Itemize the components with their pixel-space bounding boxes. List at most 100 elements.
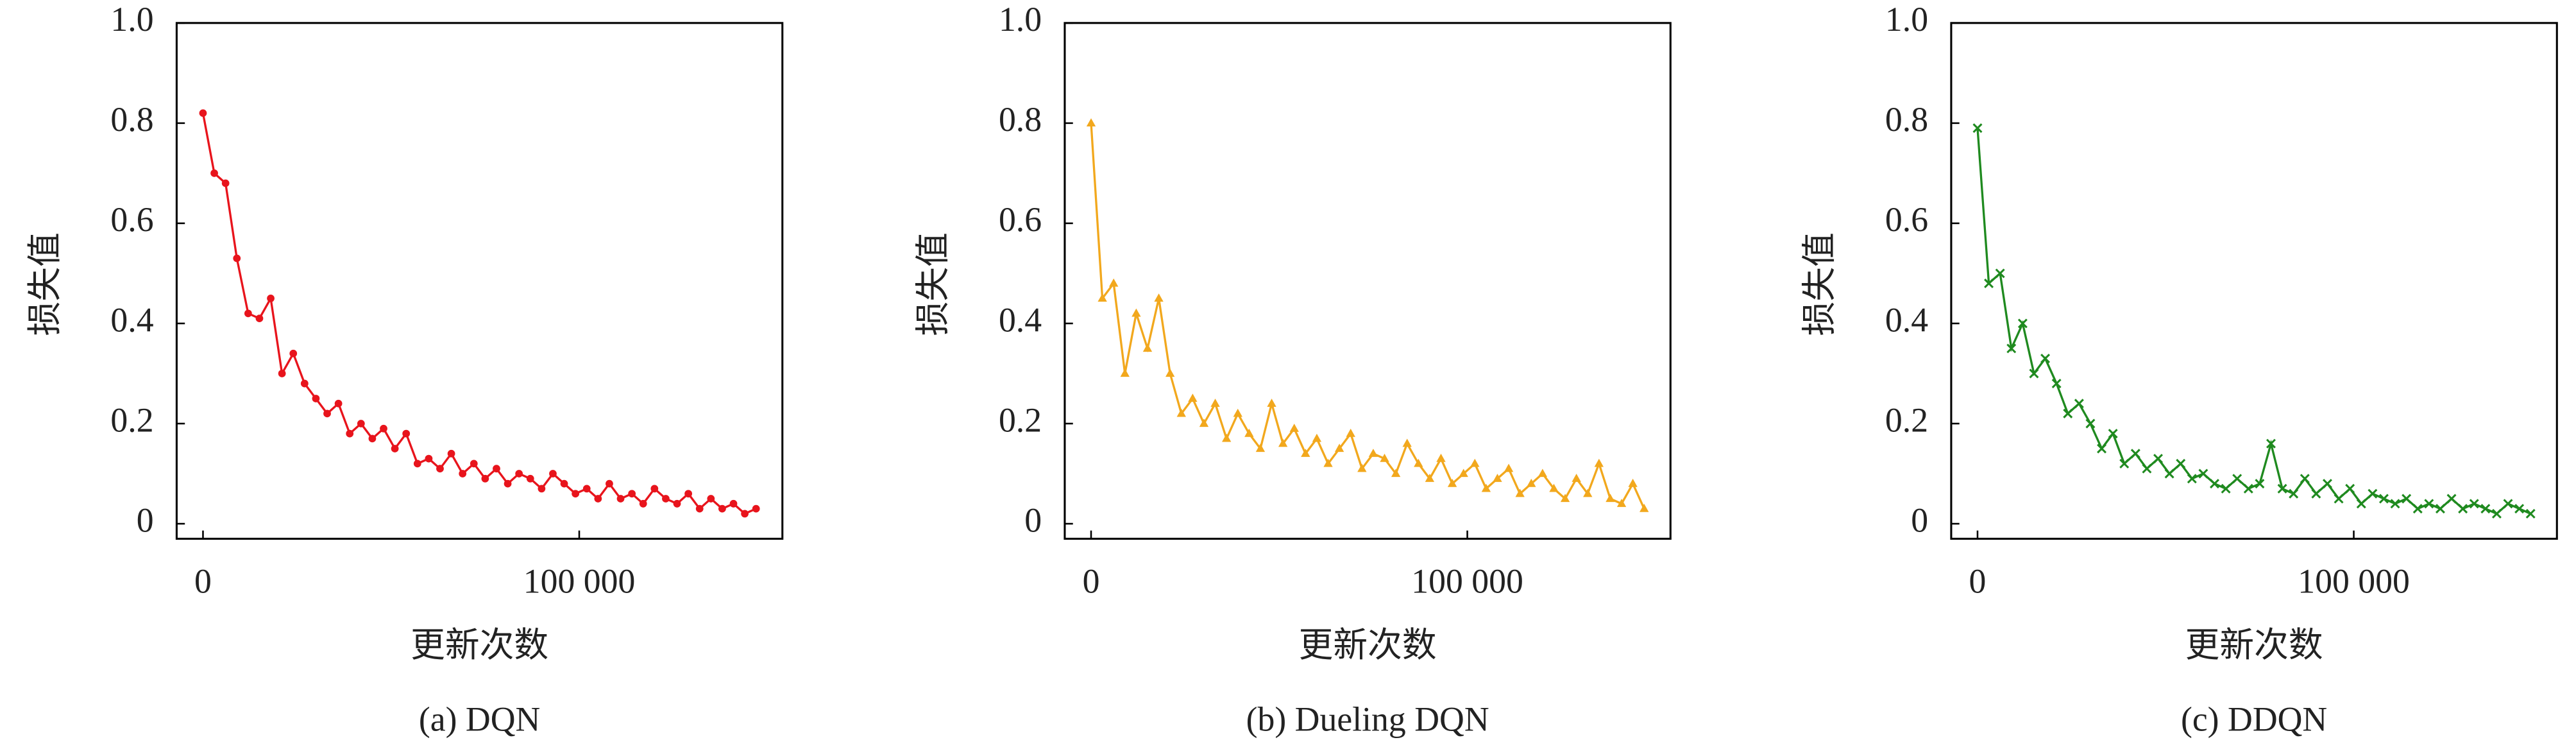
point	[289, 349, 298, 357]
point	[1120, 368, 1130, 377]
point	[2074, 399, 2084, 409]
y-axis-label: 损失值	[1801, 232, 1839, 336]
point	[695, 504, 704, 513]
caption: (c) DDQN	[2181, 700, 2327, 738]
point	[2311, 488, 2321, 499]
point	[1142, 343, 1153, 352]
point	[2119, 458, 2130, 469]
point	[1233, 408, 1242, 417]
point	[2322, 479, 2332, 489]
point	[2130, 449, 2140, 459]
point	[1436, 453, 1446, 462]
point	[673, 499, 681, 508]
point	[729, 499, 738, 508]
point	[1481, 483, 1491, 492]
point	[459, 470, 467, 478]
point	[357, 420, 365, 427]
point	[1640, 503, 1649, 512]
point	[233, 254, 241, 263]
point	[1278, 438, 1288, 447]
point	[481, 474, 489, 483]
point	[2368, 488, 2378, 499]
point	[1380, 453, 1389, 462]
point	[1572, 474, 1581, 482]
point	[1221, 433, 1232, 442]
point	[255, 314, 264, 323]
point	[1312, 433, 1322, 442]
y-tick-label: 0.2	[999, 400, 1042, 439]
x-tick-label: 0	[1969, 562, 1987, 600]
point	[2142, 463, 2152, 474]
point	[2469, 499, 2479, 509]
x-axis-label: 更新次数	[411, 626, 548, 664]
point	[549, 470, 557, 478]
point	[2514, 504, 2525, 514]
point	[515, 470, 523, 478]
point	[334, 399, 343, 408]
point	[2356, 499, 2366, 509]
caption: (a) DQN	[419, 700, 541, 738]
point	[1131, 308, 1141, 317]
point	[2232, 474, 2242, 484]
point	[2402, 494, 2412, 504]
point	[582, 485, 591, 493]
point	[1470, 458, 1480, 467]
point	[2503, 499, 2513, 509]
point	[2017, 318, 2028, 329]
loss-line	[1976, 128, 2531, 515]
point	[594, 495, 602, 503]
point	[741, 510, 749, 518]
point	[2424, 499, 2434, 509]
y-tick-label: 1.0	[999, 0, 1042, 39]
point	[538, 485, 546, 493]
point	[1176, 408, 1186, 417]
point	[1334, 443, 1344, 452]
point	[2243, 483, 2253, 494]
point	[1109, 278, 1119, 287]
point	[2029, 368, 2039, 379]
point	[2480, 504, 2491, 514]
point	[1391, 469, 1401, 478]
point	[1255, 443, 1266, 452]
point	[1447, 478, 1457, 487]
y-tick-label: 0	[1911, 501, 1928, 539]
point	[2153, 454, 2164, 464]
point	[493, 465, 500, 473]
y-tick-label: 0.6	[1885, 200, 1928, 239]
point	[526, 474, 534, 483]
point	[2412, 504, 2423, 514]
point	[2198, 469, 2208, 479]
point	[707, 495, 715, 503]
y-tick-label: 0.4	[110, 300, 153, 339]
point	[402, 429, 411, 438]
y-tick-label: 0.8	[999, 100, 1042, 139]
plot-frame	[1063, 22, 1672, 540]
point	[1459, 469, 1468, 478]
y-tick-label: 0.8	[1885, 100, 1928, 139]
y-axis-label: 损失值	[914, 232, 953, 336]
point	[2097, 443, 2107, 454]
point	[278, 370, 286, 377]
point	[1086, 118, 1096, 126]
y-axis-label: 损失值	[26, 232, 64, 336]
point	[1972, 123, 1983, 133]
point	[2277, 483, 2287, 494]
x-tick-label: 0	[194, 562, 212, 600]
point	[2491, 508, 2502, 519]
x-tick-label: 100 000	[2298, 562, 2410, 600]
point	[2085, 418, 2096, 429]
point	[2345, 483, 2355, 494]
point	[1628, 478, 1638, 487]
point	[1357, 463, 1367, 472]
point	[572, 490, 580, 498]
point	[752, 504, 760, 513]
point	[221, 179, 230, 187]
point	[718, 504, 726, 513]
point	[2446, 494, 2457, 504]
x-tick-label: 100 000	[1411, 562, 1523, 600]
point	[1346, 428, 1355, 437]
point	[447, 449, 455, 458]
y-tick-label: 0	[137, 501, 154, 539]
point	[2458, 504, 2468, 514]
point	[2390, 499, 2400, 509]
